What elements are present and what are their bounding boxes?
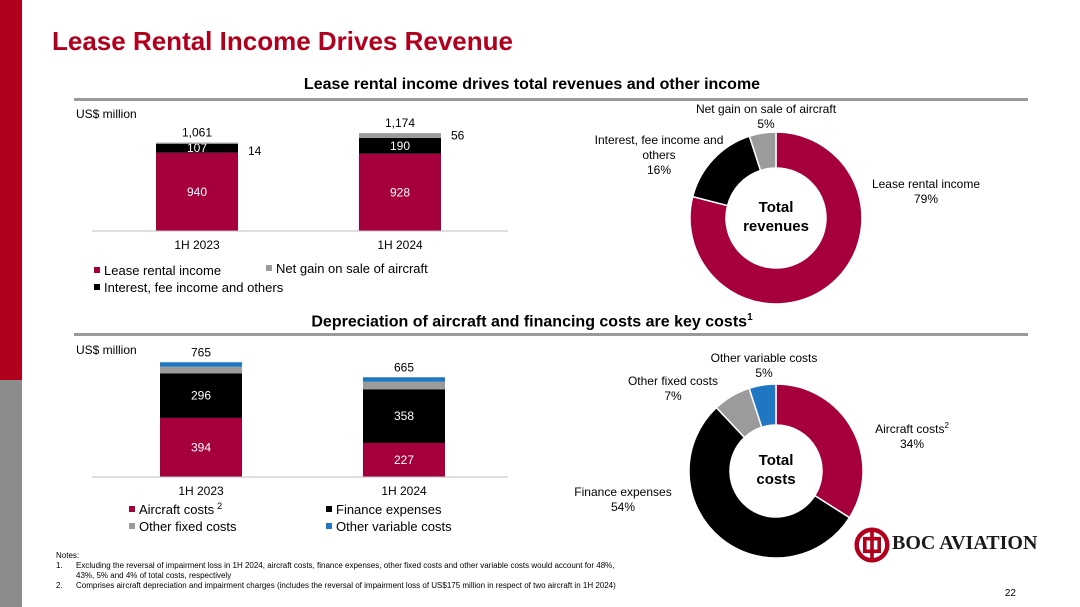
bar-value-label: 394 [191, 440, 211, 454]
legend-swatch [129, 506, 135, 512]
legend-swatch [326, 506, 332, 512]
bar-value-label: 190 [390, 139, 410, 153]
slice-label-sup: 2 [944, 421, 949, 430]
legend-label: Lease rental income [104, 263, 221, 278]
donut-slice-label: Aircraft costs2 [875, 421, 949, 436]
section2-unit: US$ million [76, 343, 137, 357]
donut-slice-label: 54% [611, 500, 635, 514]
donut-slice-label: Lease rental income [872, 177, 980, 191]
x-tick-label: 1H 2023 [174, 238, 220, 252]
bar-segment [363, 442, 445, 477]
bar-segment [363, 389, 445, 443]
page-number: 22 [1004, 588, 1016, 599]
x-tick-label: 1H 2023 [178, 484, 224, 498]
donut-slice [748, 383, 777, 429]
donut-center-label: Total [759, 452, 794, 469]
donut-center-label: Total [759, 199, 794, 216]
logo-text: BOC AVIATION [892, 532, 1038, 554]
bar-segment [160, 362, 242, 367]
donut-slice-label: 16% [647, 163, 671, 177]
bar-segment [160, 373, 242, 418]
section1-unit: US$ million [76, 107, 137, 121]
bar-segment [156, 143, 238, 153]
note-item: 1. Excluding the reversal of impairment … [56, 561, 616, 581]
section1-rule [74, 98, 1028, 101]
donut-slice-label: 5% [757, 117, 775, 131]
bar-total-label: 765 [191, 345, 211, 359]
section2-title-text: Depreciation of aircraft and financing c… [311, 313, 748, 331]
bar-segment [359, 153, 441, 231]
page-title: Lease Rental Income Drives Revenue [52, 26, 513, 56]
donut-slice [689, 131, 863, 305]
notes-heading: Notes: [56, 551, 80, 560]
legend-swatch [129, 523, 135, 529]
section2-rule [74, 333, 1028, 336]
legend-label: Interest, fee income and others [104, 280, 284, 295]
bar-total-label: 665 [394, 360, 414, 374]
bar-value-label: 358 [394, 409, 414, 423]
donut-slice [775, 383, 864, 519]
bar-segment [363, 377, 445, 382]
side-accent-bar-red [0, 0, 22, 380]
donut-center-label: revenues [743, 218, 809, 235]
donut-center-label: costs [756, 471, 795, 488]
donut-slice-label: Finance expenses [574, 485, 671, 499]
legend-sup: 2 [217, 501, 222, 511]
bar-total-label: 1,061 [182, 126, 212, 140]
bar-value-label: 928 [390, 185, 410, 199]
donut-slice-label: 79% [914, 192, 938, 206]
x-tick-label: 1H 2024 [381, 484, 427, 498]
legend-swatch [94, 267, 100, 273]
donut-slice-label: Net gain on sale of aircraft [696, 102, 837, 116]
note-item: 2. Comprises aircraft depreciation and i… [56, 581, 616, 591]
donut-slice-label: 34% [900, 437, 924, 451]
bar-segment [160, 417, 242, 477]
legend-label: Net gain on sale of aircraft [276, 261, 428, 276]
bar-segment [359, 137, 441, 154]
note-text: Excluding the reversal of impairment los… [76, 561, 615, 580]
bar-value-label: 296 [191, 389, 211, 403]
bar-total-label: 1,174 [385, 116, 415, 130]
side-accent-bar-grey [0, 380, 22, 607]
donut-slice-label: 5% [755, 366, 773, 380]
legend-label: Aircraft costs 2 [139, 501, 222, 517]
donut-slice [748, 131, 777, 172]
legend-swatch [94, 284, 100, 290]
bar-segment [359, 133, 441, 138]
donut-slice-label: Other fixed costs [628, 374, 718, 388]
bar-segment [156, 142, 238, 144]
section2-title-sup: 1 [747, 312, 753, 323]
legend-swatch [326, 523, 332, 529]
bar-segment [160, 366, 242, 374]
bar-segment [363, 381, 445, 390]
legend-swatch [266, 265, 272, 271]
bar-value-label: 107 [187, 141, 207, 155]
legend-label: Other variable costs [336, 519, 452, 534]
section2-title: Depreciation of aircraft and financing c… [152, 312, 912, 331]
note-number: 2. [56, 581, 63, 590]
boc-logo-icon [854, 527, 890, 563]
x-tick-label: 1H 2024 [377, 238, 423, 252]
note-number: 1. [56, 561, 63, 570]
section1-title: Lease rental income drives total revenue… [303, 76, 761, 93]
bar-value-label: 227 [394, 453, 414, 467]
donut-slice [688, 406, 851, 559]
donut-slice-label: Interest, fee income and [595, 133, 724, 147]
bar-value-label: 14 [248, 144, 262, 158]
bar-value-label: 940 [187, 185, 207, 199]
bar-value-label: 56 [451, 129, 465, 143]
bar-segment [156, 152, 238, 231]
donut-slice-label: 7% [664, 389, 682, 403]
donut-slice-label: Other variable costs [711, 351, 818, 365]
legend-label: Other fixed costs [139, 519, 237, 534]
note-text: Comprises aircraft depreciation and impa… [76, 581, 616, 590]
donut-slice-label: others [642, 148, 675, 162]
legend-label: Finance expenses [336, 502, 442, 517]
notes: Notes: 1. Excluding the reversal of impa… [56, 551, 616, 591]
